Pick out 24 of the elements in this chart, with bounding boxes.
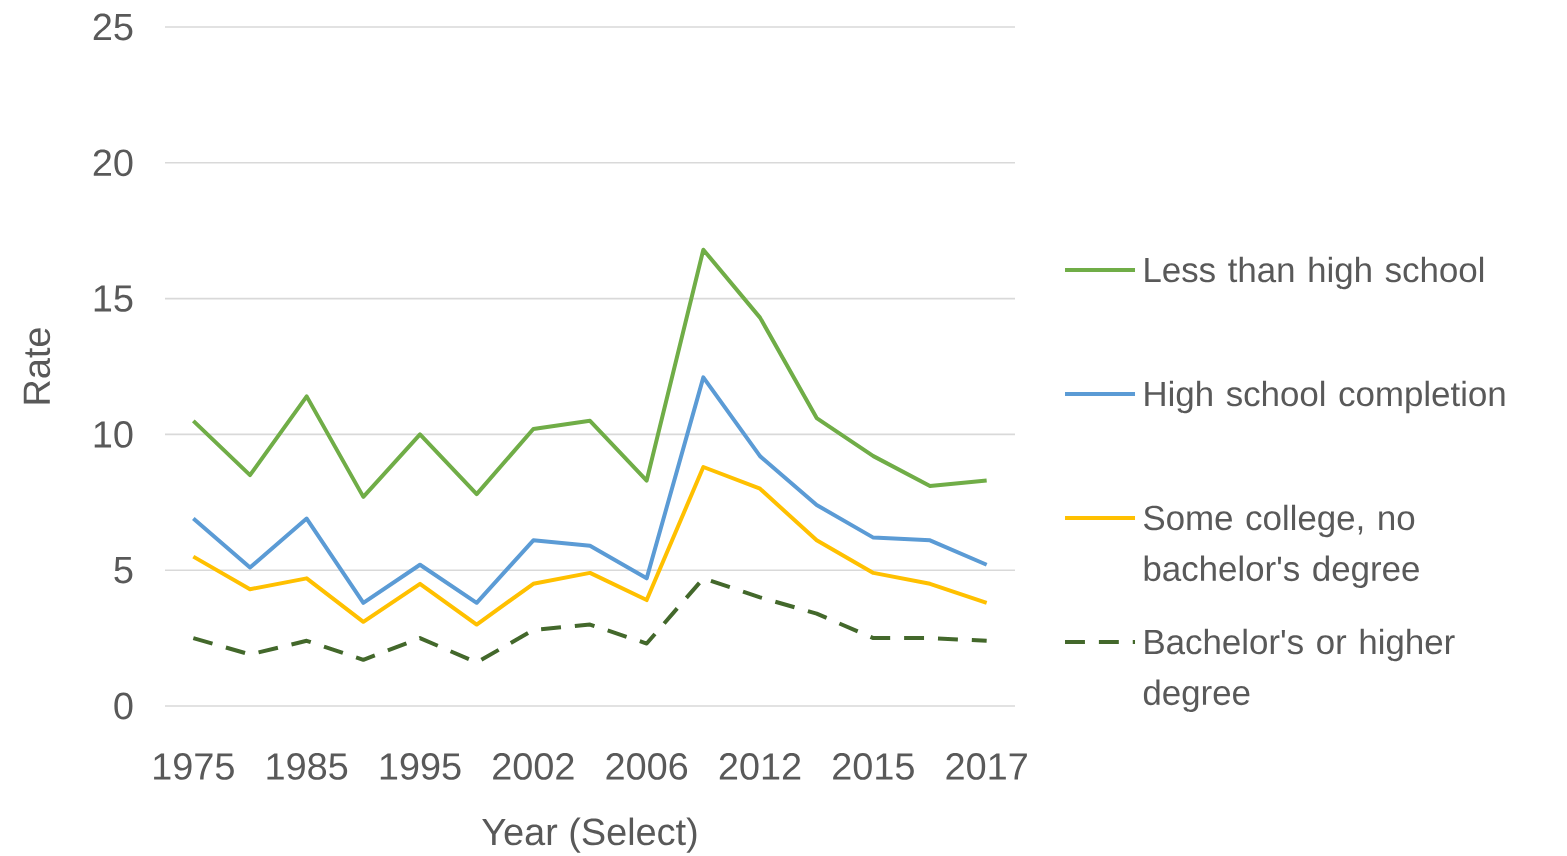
x-tick-label: 2012	[719, 753, 801, 780]
legend-label: High school completion	[1145, 380, 1505, 414]
x-tick-label: 1995	[380, 753, 461, 780]
line-series	[191, 576, 989, 665]
line-series	[191, 464, 989, 627]
legend-label: Bachelor's or higher degree	[1143, 628, 1455, 713]
legend-label: Some college, no bachelor's degree	[1144, 504, 1419, 589]
x-tick-label: 2006	[606, 753, 688, 780]
legend-label: Less than high school	[1145, 256, 1484, 290]
y-tick-label: 0	[114, 692, 133, 720]
line-series	[191, 375, 989, 605]
x-tick-label: 2002	[493, 753, 574, 780]
line-series	[191, 247, 989, 499]
y-tick-label: 10	[94, 420, 133, 448]
y-tick-label: 20	[93, 149, 133, 177]
x-tick-label: 2015	[833, 753, 914, 780]
x-tick-label: 2017	[946, 753, 1027, 780]
y-axis-title: Rate	[23, 328, 51, 404]
x-tick-label: 1985	[267, 753, 348, 780]
y-tick-label: 25	[93, 13, 133, 41]
x-axis-title: Year (Select)	[482, 817, 697, 853]
y-tick-label: 15	[94, 285, 133, 312]
x-tick-label: 1975	[154, 753, 234, 780]
y-tick-label: 5	[114, 557, 133, 584]
